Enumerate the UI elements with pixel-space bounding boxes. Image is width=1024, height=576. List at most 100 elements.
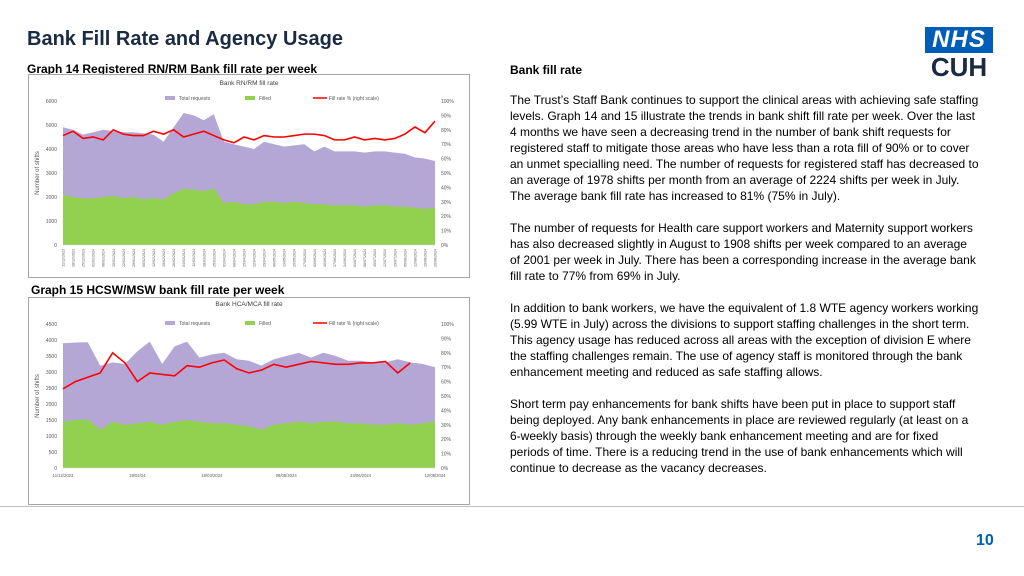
x-tick-label: 29/07/2024 <box>393 249 397 267</box>
x-tick-label: 27/05/2024 <box>303 249 307 267</box>
y2-tick-label: 10% <box>441 229 452 235</box>
line-fill-rate <box>62 120 436 144</box>
x-tick-label: 22/04/2024 <box>253 249 257 267</box>
graph14-caption: Graph 14 Registered RN/RM Bank fill rate… <box>27 62 318 76</box>
logo-cuh: CUH <box>930 52 988 82</box>
y-tick-label: 6000 <box>46 99 57 105</box>
y2-tick-label: 0% <box>441 243 449 249</box>
commentary-heading: Bank fill rate <box>510 63 583 77</box>
x-tick-label: 25/03/2024 <box>212 249 216 267</box>
y-tick-label: 1000 <box>46 434 57 440</box>
chart-title: Bank RN/RM fill rate <box>220 80 279 87</box>
x-tick-label: 01/04/2024 <box>222 249 226 267</box>
y2-tick-label: 50% <box>441 394 452 400</box>
y2-tick-label: 40% <box>441 408 452 414</box>
x-tick-label: 18/12/2023 <box>72 249 76 267</box>
x-tick-label: 12/02/2024 <box>152 249 156 267</box>
y2-tick-label: 70% <box>441 142 452 148</box>
x-tick-label: 05/08/2024 <box>403 249 407 267</box>
y-tick-label: 0 <box>54 466 57 472</box>
x-tick-label: 11/12/2023 <box>53 473 74 478</box>
y2-tick-label: 40% <box>441 185 452 191</box>
y2-tick-label: 100% <box>441 322 454 328</box>
x-tick-label: 12/08/2024 <box>425 473 447 478</box>
y-tick-label: 2000 <box>46 402 57 408</box>
area-filled <box>63 188 435 245</box>
y-axis-label: Number of shifts <box>35 151 41 195</box>
x-tick-label: 08/07/2024 <box>363 249 367 267</box>
x-tick-label: 08/05/2024 <box>276 473 298 478</box>
legend-label-rate: Fill rate % (right scale) <box>329 96 379 102</box>
y-tick-label: 3000 <box>46 370 57 376</box>
x-tick-label: 29/04/2024 <box>263 249 267 267</box>
x-tick-label: 13/05/2024 <box>283 249 287 267</box>
commentary-paragraph-4: Short term pay enhancements for bank shi… <box>510 397 969 475</box>
graph14-chart: Bank RN/RM fill rate Total requests Filled… <box>28 74 470 278</box>
logo-nhs: NHS <box>925 27 993 53</box>
footer-divider <box>0 506 1024 507</box>
x-tick-label: 10/06/2024 <box>323 249 327 267</box>
y2-tick-label: 80% <box>441 351 452 357</box>
x-tick-label: 15/01/2024 <box>112 249 116 267</box>
x-tick-label: 18/03/2024 <box>202 249 206 267</box>
x-tick-label: 15/07/2024 <box>373 249 377 267</box>
x-tick-label: 24/06/2024 <box>343 249 347 267</box>
x-tick-label: 08/01/2024 <box>102 249 106 267</box>
legend-swatch-filled <box>245 321 255 325</box>
y-tick-label: 2000 <box>46 195 57 201</box>
graph14-svg: Bank RN/RM fill rate Total requests Filled… <box>35 80 454 267</box>
chart-title: Bank HCA/MCA fill rate <box>215 301 283 308</box>
y2-tick-label: 90% <box>441 336 452 342</box>
y-axis-label: Number of shifts <box>35 374 41 418</box>
x-tick-label: 17/06/2024 <box>333 249 337 267</box>
graph15-svg: Bank HCA/MCA fill rate Total requests Fill… <box>35 301 454 478</box>
y-tick-label: 4500 <box>46 322 57 328</box>
y2-tick-label: 70% <box>441 365 452 371</box>
legend-swatch-requests <box>165 96 175 100</box>
y2-tick-label: 10% <box>441 452 452 458</box>
page-title: Bank Fill Rate and Agency Usage <box>27 28 344 50</box>
y2-tick-label: 80% <box>441 128 452 134</box>
y-tick-label: 5000 <box>46 123 57 129</box>
line-fill-rate <box>62 351 411 390</box>
y-tick-label: 3000 <box>46 171 57 177</box>
legend-label-filled: Filled <box>259 321 271 327</box>
x-tick-label: 06/05/2024 <box>273 249 277 267</box>
y-tick-label: 1000 <box>46 219 57 225</box>
y2-tick-label: 100% <box>441 99 454 105</box>
y-tick-label: 0 <box>54 243 57 249</box>
legend-swatch-requests <box>165 321 175 325</box>
y2-tick-label: 60% <box>441 157 452 163</box>
x-tick-label: 15/04/2024 <box>242 249 246 267</box>
x-tick-label: 19/08/2024 <box>423 249 427 267</box>
y-tick-label: 500 <box>49 450 58 456</box>
legend-label-requests: Total requests <box>179 321 211 327</box>
area-filled <box>63 419 435 468</box>
x-tick-label: 24/06/2024 <box>350 473 372 478</box>
graph15-chart: Bank HCA/MCA fill rate Total requests Fill… <box>28 297 470 505</box>
y2-tick-label: 0% <box>441 466 449 472</box>
commentary-panel: Bank fill rate The Trust’s Staff Bank co… <box>510 62 980 492</box>
y2-tick-label: 90% <box>441 113 452 119</box>
y2-tick-label: 30% <box>441 200 452 206</box>
x-tick-label: 12/08/2024 <box>413 249 417 267</box>
y-tick-label: 3500 <box>46 354 57 360</box>
page-number: 10 <box>976 532 994 549</box>
x-tick-label: 29/02/24 <box>129 473 146 478</box>
x-tick-label: 05/02/2024 <box>142 249 146 267</box>
commentary-paragraph-1: The Trust’s Staff Bank continues to supp… <box>510 93 979 203</box>
legend-label-requests: Total requests <box>179 96 211 102</box>
commentary-paragraph-3: In addition to bank workers, we have the… <box>510 301 979 379</box>
x-tick-label: 01/07/2024 <box>353 249 357 267</box>
x-tick-label: 22/07/2024 <box>383 249 387 267</box>
nhs-cuh-logo: NHS CUH <box>925 27 993 81</box>
legend-label-rate: Fill rate % (right scale) <box>329 321 379 327</box>
x-tick-label: 11/03/2024 <box>192 249 196 267</box>
legend-swatch-filled <box>245 96 255 100</box>
y-tick-label: 4000 <box>46 147 57 153</box>
graph15-caption: Graph 15 HCSW/MSW bank fill rate per wee… <box>31 283 285 297</box>
y2-tick-label: 50% <box>441 171 452 177</box>
y2-tick-label: 60% <box>441 380 452 386</box>
x-tick-label: 18/03/2024 <box>201 473 223 478</box>
x-tick-label: 26/02/2024 <box>172 249 176 267</box>
